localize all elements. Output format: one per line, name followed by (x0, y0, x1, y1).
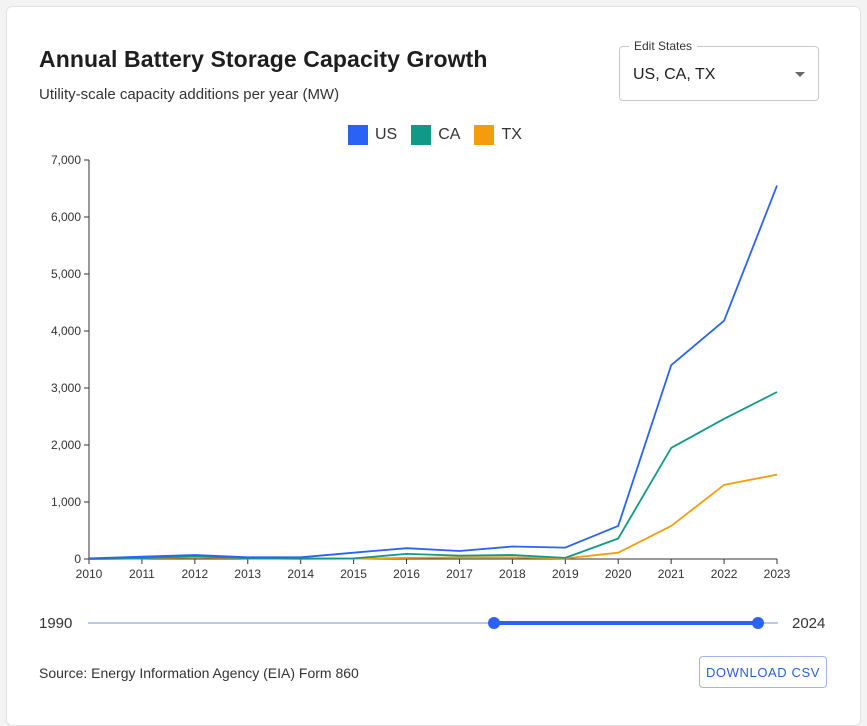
chart-subtitle: Utility-scale capacity additions per yea… (39, 86, 340, 103)
year-range-max-label: 2024 (792, 615, 826, 632)
line-chart: 0 1,000 2,000 3,000 4,000 5,000 6,000 7,000 2010… (51, 153, 791, 581)
x-tick-label: 2018 (499, 567, 526, 581)
legend-swatch-ca (411, 125, 432, 145)
year-range-start-thumb[interactable] (487, 617, 500, 629)
download-csv-button[interactable]: DOWNLOAD CSV (699, 656, 827, 688)
x-tick-label: 2014 (287, 567, 314, 581)
legend-item-us[interactable]: US (348, 125, 397, 145)
x-tick-label: 2011 (129, 567, 155, 581)
x-tick-label: 2012 (181, 567, 208, 581)
legend-item-tx[interactable]: TX (474, 125, 522, 145)
x-tick-label: 2016 (393, 567, 420, 581)
year-range-rail[interactable] (88, 622, 778, 624)
legend-label-us: US (375, 126, 398, 143)
legend-swatch-tx (474, 125, 495, 145)
chart-card (6, 6, 861, 726)
x-tick-label: 2022 (711, 567, 738, 581)
x-tick-label: 2010 (76, 567, 103, 581)
series-line-tx (88, 473, 778, 560)
caret-down-icon[interactable] (795, 72, 805, 77)
x-tick-label: 2019 (552, 567, 579, 581)
year-range-end-thumb[interactable] (751, 617, 764, 629)
y-tick-label: 3,000 (51, 381, 81, 395)
x-tick-label: 2015 (340, 567, 367, 581)
chart-legend: US CA TX (348, 125, 522, 145)
chart-title: Annual Battery Storage Capacity Growth (39, 46, 488, 72)
source-note: Source: Energy Information Agency (EIA) … (39, 665, 359, 681)
y-tick-label: 7,000 (51, 153, 81, 167)
legend-item-ca[interactable]: CA (411, 125, 460, 145)
year-range-track[interactable] (493, 621, 758, 625)
legend-label-tx: TX (501, 126, 522, 143)
x-tick-label: 2021 (658, 567, 685, 581)
x-tick-label: 2013 (234, 567, 261, 581)
x-tick-label: 2017 (446, 567, 473, 581)
y-tick-label: 2,000 (51, 438, 81, 452)
x-tick-label: 2023 (764, 567, 791, 581)
y-tick-label: 4,000 (51, 324, 81, 338)
y-tick-label: 0 (74, 552, 81, 566)
legend-label-ca: CA (438, 126, 461, 143)
y-tick-label: 5,000 (51, 267, 81, 281)
edit-states-value: US, CA, TX (633, 66, 716, 83)
x-tick-label: 2020 (605, 567, 632, 581)
year-range-min-label: 1990 (39, 615, 73, 632)
edit-states-select[interactable]: Edit States US, CA, TX (619, 39, 819, 101)
y-tick-label: 1,000 (51, 495, 81, 509)
series-line-ca (88, 391, 778, 560)
series-line-us (88, 185, 778, 560)
legend-swatch-us (348, 125, 368, 145)
edit-states-label: Edit States (629, 39, 698, 53)
y-tick-label: 6,000 (51, 210, 81, 224)
